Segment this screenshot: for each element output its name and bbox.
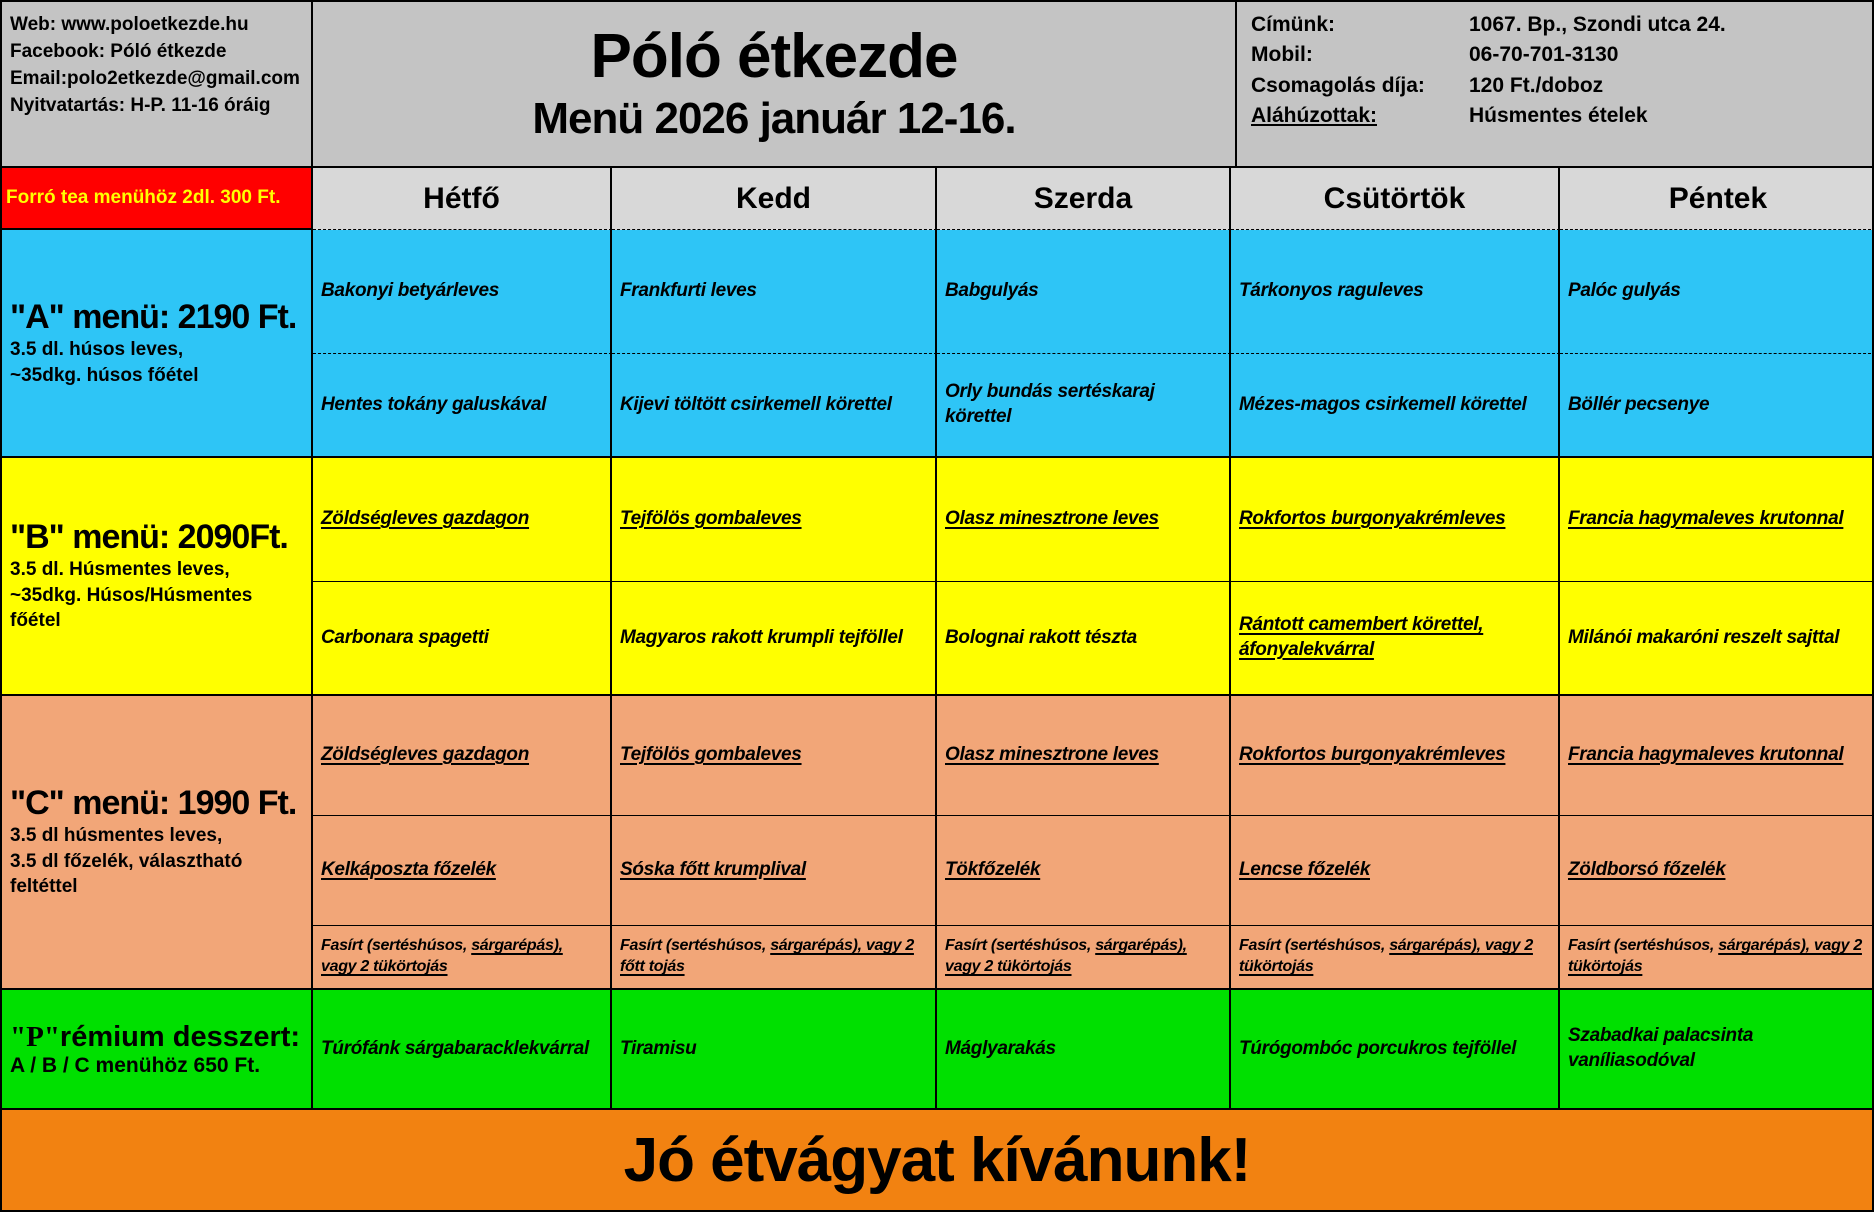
contact-info-left: Web: www.poloetkezde.hu Facebook: Póló é…	[2, 2, 313, 166]
mobile-label: Mobil:	[1251, 43, 1313, 67]
address-label: Címünk:	[1251, 13, 1335, 36]
opening-hours-line: Nyitvatartás: H-P. 11-16 óráig	[10, 94, 271, 116]
footer-banner-text: Jó étvágyat kívánunk!	[623, 1125, 1252, 1195]
menu-c-title: "C" menü: 1990 Ft.	[10, 783, 297, 822]
packaging-row: Csomagolás díja: 120 Ft./doboz	[1251, 71, 1866, 101]
menu-cell: Kijevi töltött csirkemell körettel	[612, 354, 937, 458]
menu-cell: Zöldségleves gazdagon	[313, 696, 612, 816]
menu-b-title: "B" menü: 2090Ft.	[10, 517, 289, 556]
menu-cell: Rokfortos burgonyakrémleves	[1231, 458, 1560, 582]
underlined-note-label: Aláhúzottak:	[1251, 104, 1377, 128]
menu-b-label: "B" menü: 2090Ft. 3.5 dl. Húsmentes leve…	[2, 458, 313, 696]
menu-cell: Tárkonyos raguleves	[1231, 230, 1560, 354]
menu-cell: Túrógombóc porcukros tejföllel	[1231, 990, 1560, 1110]
menu-cell: Sóska főtt krumplival	[612, 816, 937, 926]
menu-cell: Mézes-magos csirkemell körettel	[1231, 354, 1560, 458]
title-block: Póló étkezde Menü 2026 január 12-16.	[313, 2, 1235, 166]
menu-subtitle: Menü 2026 január 12-16.	[532, 94, 1016, 144]
premium-dessert-label: "P"rémium desszert: A / B / C menühöz 65…	[2, 990, 313, 1110]
menu-cell: Hentes tokány galuskával	[313, 354, 612, 458]
underlined-note-row: Aláhúzottak: Húsmentes ételek	[1251, 101, 1866, 131]
menu-cell: Palóc gulyás	[1560, 230, 1872, 354]
mobile-row: Mobil: 06-70-701-3130	[1251, 40, 1866, 70]
hot-tea-promo: Forró tea menühöz 2dl. 300 Ft.	[2, 168, 313, 230]
day-header-thursday: Csütörtök	[1231, 168, 1560, 230]
menu-cell: Máglyarakás	[937, 990, 1231, 1110]
day-header-friday: Péntek	[1560, 168, 1872, 230]
menu-cell: Babgulyás	[937, 230, 1231, 354]
menu-cell: Szabadkai palacsinta vaníliasodóval	[1560, 990, 1872, 1110]
menu-a-label: "A" menü: 2190 Ft. 3.5 dl. húsos leves, …	[2, 230, 313, 458]
menu-cell: Böllér pecsenye	[1560, 354, 1872, 458]
premium-dessert-title: "P"rémium desszert:	[10, 1020, 301, 1053]
facebook-line: Facebook: Póló étkezde	[10, 40, 227, 62]
menu-cell: Bolognai rakott tészta	[937, 582, 1231, 696]
menu-a-title: "A" menü: 2190 Ft.	[10, 297, 297, 336]
page-header: Web: www.poloetkezde.hu Facebook: Póló é…	[2, 2, 1872, 166]
day-header-tuesday: Kedd	[612, 168, 937, 230]
menu-cell: Tiramisu	[612, 990, 937, 1110]
menu-b-desc-1: 3.5 dl. Húsmentes leves,	[10, 559, 230, 581]
menu-cell: Lencse főzelék	[1231, 816, 1560, 926]
menu-cell: Tökfőzelék	[937, 816, 1231, 926]
menu-cell: Francia hagymaleves krutonnal	[1560, 696, 1872, 816]
menu-cell: Bakonyi betyárleves	[313, 230, 612, 354]
menu-cell: Fasírt (sertéshúsos, sárgarépás), vagy 2…	[1231, 926, 1560, 990]
menu-cell: Fasírt (sertéshúsos, sárgarépás), vagy 2…	[1560, 926, 1872, 990]
underlined-note-value: Húsmentes ételek	[1469, 104, 1648, 128]
menu-a-desc-1: 3.5 dl. húsos leves,	[10, 338, 184, 360]
menu-c-desc-2: 3.5 dl főzelék, választható feltéttel	[10, 850, 243, 898]
menu-cell: Rokfortos burgonyakrémleves	[1231, 696, 1560, 816]
menu-cell: Fasírt (sertéshúsos, sárgarépás), vagy 2…	[313, 926, 612, 990]
menu-a-desc-2: ~35dkg. húsos főétel	[10, 364, 199, 386]
menu-cell: Fasírt (sertéshúsos, sárgarépás), vagy 2…	[612, 926, 937, 990]
menu-cell: Tejfölös gombaleves	[612, 458, 937, 582]
menu-cell: Olasz minesztrone leves	[937, 458, 1231, 582]
address-value: 1067. Bp., Szondi utca 24.	[1469, 13, 1726, 36]
day-header-wednesday: Szerda	[937, 168, 1231, 230]
page-title: Póló étkezde	[590, 22, 959, 92]
menu-b-desc-2: ~35dkg. Húsos/Húsmentes főétel	[10, 584, 253, 632]
menu-cell: Francia hagymaleves krutonnal	[1560, 458, 1872, 582]
menu-cell: Zöldségleves gazdagon	[313, 458, 612, 582]
menu-c-desc-1: 3.5 dl húsmentes leves,	[10, 825, 223, 847]
packaging-label: Csomagolás díja:	[1251, 73, 1425, 97]
premium-dessert-desc: A / B / C menühöz 650 Ft.	[10, 1054, 261, 1078]
email-line: Email:polo2etkezde@gmail.com	[10, 67, 300, 89]
packaging-value: 120 Ft./doboz	[1469, 73, 1604, 97]
menu-cell: Olasz minesztrone leves	[937, 696, 1231, 816]
footer-banner: Jó étvágyat kívánunk!	[2, 1110, 1872, 1210]
menu-cell: Fasírt (sertéshúsos, sárgarépás), vagy 2…	[937, 926, 1231, 990]
menu-cell: Orly bundás sertéskaraj körettel	[937, 354, 1231, 458]
menu-cell: Frankfurti leves	[612, 230, 937, 354]
address-row: Címünk: 1067. Bp., Szondi utca 24.	[1251, 10, 1866, 40]
menu-cell: Zöldborsó főzelék	[1560, 816, 1872, 926]
menu-cell: Magyaros rakott krumpli tejföllel	[612, 582, 937, 696]
menu-cell: Túrófánk sárgabaracklekvárral	[313, 990, 612, 1110]
menu-c-label: "C" menü: 1990 Ft. 3.5 dl húsmentes leve…	[2, 696, 313, 990]
menu-table: Forró tea menühöz 2dl. 300 Ft. Hétfő Ked…	[2, 166, 1872, 1110]
menu-cell: Milánói makaróni reszelt sajttal	[1560, 582, 1872, 696]
menu-cell: Carbonara spagetti	[313, 582, 612, 696]
day-header-monday: Hétfő	[313, 168, 612, 230]
menu-cell: Tejfölös gombaleves	[612, 696, 937, 816]
mobile-value: 06-70-701-3130	[1469, 43, 1619, 67]
menu-cell: Kelkáposzta főzelék	[313, 816, 612, 926]
web-line: Web: www.poloetkezde.hu	[10, 14, 249, 35]
contact-info-right: Címünk: 1067. Bp., Szondi utca 24. Mobil…	[1235, 2, 1872, 166]
menu-cell: Rántott camembert körettel, áfonyalekvár…	[1231, 582, 1560, 696]
